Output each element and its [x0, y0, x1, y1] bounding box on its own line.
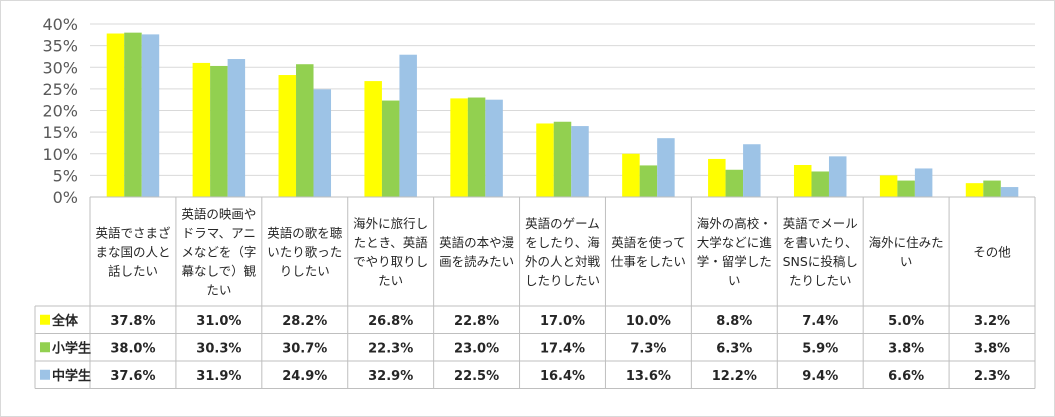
bar [657, 138, 675, 197]
data-label: 6.3% [716, 341, 752, 356]
legend-label: 小学生 [52, 340, 91, 356]
category-label: 海外に旅行したとき、英語でやり取りしたい [353, 216, 428, 288]
data-label: 5.0% [888, 314, 924, 329]
data-label: 3.2% [974, 314, 1010, 329]
data-label: 37.8% [110, 314, 155, 329]
bar [364, 81, 382, 197]
data-label: 30.3% [196, 341, 241, 356]
y-tick-label: 5% [53, 166, 78, 185]
bar [278, 75, 297, 197]
y-tick-label: 25% [42, 80, 78, 99]
bar [983, 180, 1001, 197]
data-label: 2.3% [974, 369, 1010, 384]
data-label: 22.8% [454, 314, 499, 329]
bar [485, 99, 503, 197]
data-label: 26.8% [368, 314, 413, 329]
y-tick-label: 20% [42, 102, 78, 121]
data-label: 31.0% [196, 314, 241, 329]
data-label: 9.4% [802, 369, 838, 384]
y-tick-label: 35% [42, 37, 78, 56]
y-tick-label: 10% [42, 145, 78, 164]
data-label: 5.9% [802, 341, 838, 356]
data-label: 7.4% [802, 314, 838, 329]
bar [1000, 187, 1019, 197]
data-label: 12.2% [712, 369, 757, 384]
y-tick-label: 40% [42, 15, 78, 34]
bar [811, 171, 829, 197]
bar [879, 175, 898, 197]
category-label: 英語でさまざまな国の人と話したい [95, 226, 171, 279]
bar [793, 164, 812, 197]
y-tick-label: 0% [53, 188, 78, 207]
bar [313, 89, 332, 197]
data-label: 8.8% [716, 314, 752, 329]
category-label: 英語でメールを書いたり、 SNSに投稿したりしたい [783, 216, 858, 288]
data-label: 17.4% [540, 341, 585, 356]
bar [622, 153, 640, 197]
bar [106, 33, 125, 197]
bar [553, 121, 572, 197]
category-label: 英語の本や漫画を読みたい [439, 235, 514, 269]
bar [450, 98, 468, 197]
data-label: 30.7% [282, 341, 327, 356]
bar [210, 65, 228, 197]
bar [897, 180, 915, 197]
legend-key [40, 369, 50, 380]
category-label: 英語の歌を聴いたり歌ったりしたい [267, 226, 343, 279]
bar [399, 54, 417, 197]
legend-label: 全体 [51, 313, 79, 329]
data-label: 13.6% [626, 369, 671, 384]
bar [227, 59, 246, 197]
data-label: 22.3% [368, 341, 413, 356]
bar [571, 126, 589, 197]
bar [192, 62, 211, 197]
bar [708, 158, 726, 197]
bar [965, 183, 984, 197]
data-label: 7.3% [630, 341, 666, 356]
data-label: 24.9% [282, 369, 327, 384]
data-label: 3.8% [974, 341, 1010, 356]
data-label: 37.6% [110, 369, 155, 384]
legend-key [40, 314, 50, 325]
bar [536, 123, 554, 197]
category-label: その他 [973, 245, 1011, 260]
data-label: 6.6% [888, 369, 924, 384]
bar [725, 169, 744, 197]
bar [914, 168, 933, 197]
data-label: 3.8% [888, 341, 924, 356]
bar [124, 32, 142, 198]
bar [141, 34, 160, 197]
bar [467, 97, 486, 197]
legend-key [40, 342, 50, 353]
data-label: 32.9% [368, 369, 413, 384]
y-tick-label: 30% [42, 58, 78, 77]
category-label: 英語のゲームをしたり、海外の人と対戦したりしたい [525, 216, 601, 288]
bar [743, 144, 761, 197]
data-label: 38.0% [110, 341, 155, 356]
data-label: 22.5% [454, 369, 499, 384]
bar [381, 100, 400, 197]
y-tick-label: 15% [42, 123, 78, 142]
category-label: 英語の映画やドラマ、アニメなどを（字幕なしで）観たい [181, 207, 256, 298]
legend-label: 中学生 [52, 368, 91, 384]
data-label: 17.0% [540, 314, 585, 329]
bar [828, 156, 847, 197]
category-label: 海外の高校・大学などに進学・留学したい [697, 216, 773, 288]
bar [639, 165, 658, 197]
category-label: 英語を使って仕事をしたい [611, 235, 686, 269]
category-label: 海外に住みたい [869, 235, 944, 269]
data-label: 31.9% [196, 369, 241, 384]
data-label: 10.0% [626, 314, 671, 329]
bar [296, 64, 314, 197]
data-label: 23.0% [454, 341, 499, 356]
data-label: 28.2% [282, 314, 327, 329]
data-label: 16.4% [540, 369, 585, 384]
